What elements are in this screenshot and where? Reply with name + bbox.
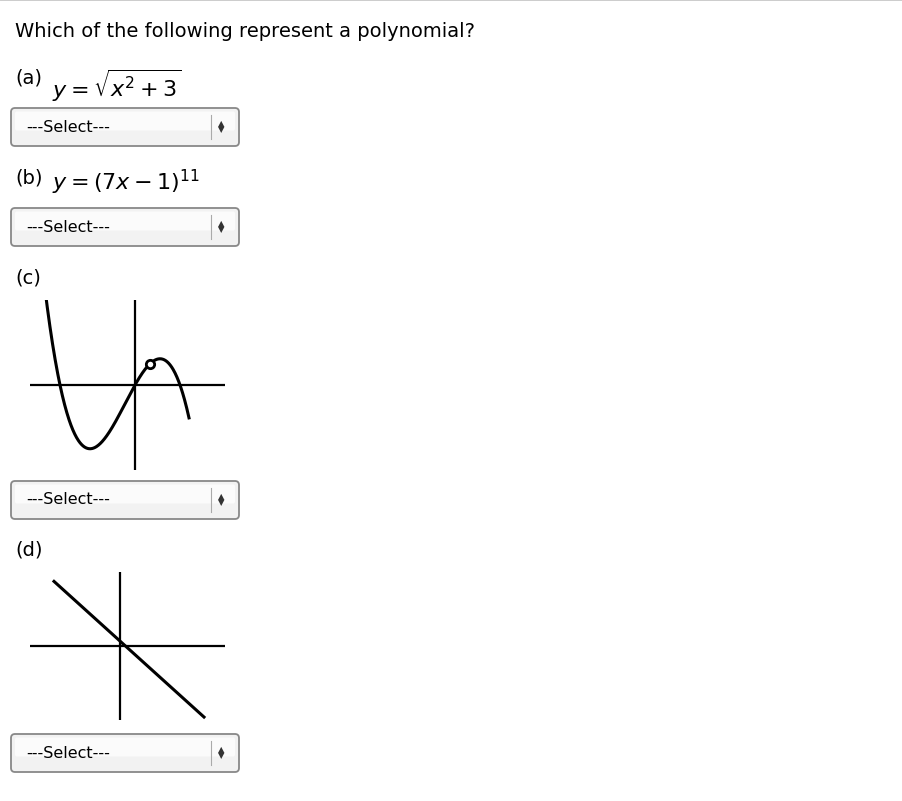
FancyBboxPatch shape bbox=[15, 738, 235, 756]
FancyBboxPatch shape bbox=[11, 208, 239, 246]
Text: ▲: ▲ bbox=[217, 746, 225, 755]
Text: ▲: ▲ bbox=[217, 119, 225, 128]
Text: $y = \sqrt{x^2 + 3}$: $y = \sqrt{x^2 + 3}$ bbox=[52, 68, 181, 104]
Text: ---Select---: ---Select--- bbox=[26, 746, 110, 760]
FancyBboxPatch shape bbox=[15, 485, 235, 504]
Text: Which of the following represent a polynomial?: Which of the following represent a polyn… bbox=[15, 22, 475, 41]
Text: (d): (d) bbox=[15, 540, 42, 559]
Text: ▼: ▼ bbox=[217, 498, 225, 508]
Text: ▲: ▲ bbox=[217, 493, 225, 501]
FancyBboxPatch shape bbox=[11, 481, 239, 519]
Text: (b): (b) bbox=[15, 168, 42, 187]
Text: ▼: ▼ bbox=[217, 751, 225, 760]
FancyBboxPatch shape bbox=[15, 211, 235, 231]
FancyBboxPatch shape bbox=[11, 108, 239, 146]
Text: ▼: ▼ bbox=[217, 126, 225, 135]
Text: ---Select---: ---Select--- bbox=[26, 493, 110, 508]
Text: $y = (7x - 1)^{11}$: $y = (7x - 1)^{11}$ bbox=[52, 168, 199, 197]
Text: ---Select---: ---Select--- bbox=[26, 219, 110, 235]
FancyBboxPatch shape bbox=[11, 734, 239, 772]
Text: (a): (a) bbox=[15, 68, 42, 87]
FancyBboxPatch shape bbox=[15, 111, 235, 131]
Text: ---Select---: ---Select--- bbox=[26, 119, 110, 135]
Text: (c): (c) bbox=[15, 268, 41, 287]
Text: ▼: ▼ bbox=[217, 226, 225, 235]
Text: ▲: ▲ bbox=[217, 219, 225, 228]
